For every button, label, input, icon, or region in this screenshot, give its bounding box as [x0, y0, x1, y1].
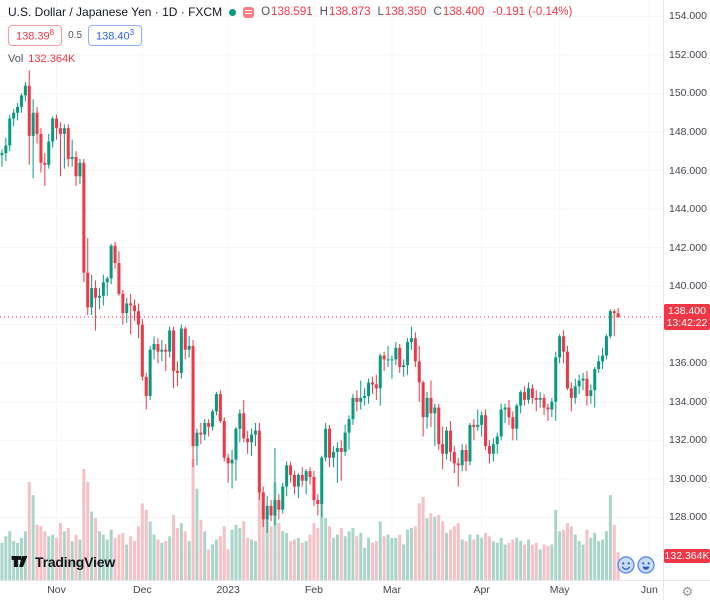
time-axis[interactable]: Nov Dec 2023 Feb Mar Apr May Jun — [0, 580, 663, 600]
buy-price-button[interactable]: 138.403 — [88, 25, 143, 46]
price-tick-label: 154.000 — [669, 10, 707, 23]
open-label: O — [261, 6, 271, 18]
last-price-label: 138.400 — [668, 304, 706, 317]
volume-legend-label: Vol — [8, 52, 24, 65]
last-price-badge: 138.400 13:42:22 — [664, 303, 710, 330]
time-tick-label: Mar — [382, 584, 401, 596]
volume-legend-value: 132.364K — [28, 52, 76, 65]
sell-price-button[interactable]: 138.398 — [8, 25, 63, 46]
open-value: 138.591 — [271, 6, 313, 18]
price-tick-label: 146.000 — [669, 164, 707, 177]
emoji-face-icon-2[interactable] — [637, 556, 655, 574]
emoji-face-icon-1[interactable] — [617, 556, 635, 574]
symbol-title[interactable]: U.S. Dollar / Japanese Yen · 1D · FXCM — [8, 5, 223, 19]
time-tick-label: Apr — [473, 584, 490, 596]
spread-value: 0.5 — [68, 29, 83, 41]
time-tick-label: 2023 — [216, 584, 240, 596]
low-label: L — [377, 6, 384, 18]
close-label: C — [433, 6, 442, 18]
tradingview-logo-text: TradingView — [35, 553, 116, 570]
bar-countdown: 13:42:22 — [666, 316, 708, 329]
price-tick-label: 130.000 — [669, 472, 707, 485]
price-tick-label: 142.000 — [669, 241, 707, 254]
tradingview-logo-icon — [11, 555, 28, 568]
price-axis[interactable]: 154.000 152.000 150.000 148.000 146.000 144.0… — [663, 0, 710, 580]
price-tick-label: 144.000 — [669, 203, 707, 216]
axis-corner: ⚙ — [663, 580, 710, 600]
chart-legend: U.S. Dollar / Japanese Yen · 1D · FXCM O… — [8, 5, 572, 65]
ohlc-values: O138.591 H138.873 L138.350 C138.400 -0.1… — [261, 6, 572, 18]
legend-menu-icon[interactable] — [243, 6, 255, 18]
emoji-stickers — [615, 556, 655, 574]
candlestick-chart[interactable] — [0, 0, 663, 580]
time-tick-label: Dec — [133, 584, 152, 596]
time-tick-label: May — [549, 584, 570, 596]
price-tick-label: 132.000 — [669, 434, 707, 447]
price-tick-label: 150.000 — [669, 87, 707, 100]
high-value: 138.873 — [328, 6, 371, 18]
price-tick-label: 128.000 — [669, 511, 707, 524]
price-tick-label: 140.000 — [669, 280, 707, 293]
change-value: -0.191 (-0.14%) — [492, 6, 573, 18]
axis-settings-gear-icon[interactable]: ⚙ — [681, 583, 694, 599]
price-tick-label: 134.000 — [669, 395, 707, 408]
time-tick-label: Feb — [304, 584, 323, 596]
price-tick-label: 136.000 — [669, 357, 707, 370]
price-tick-label: 148.000 — [669, 125, 707, 138]
market-status-icon — [229, 8, 237, 16]
chart-canvas[interactable] — [0, 0, 663, 580]
high-label: H — [319, 6, 328, 18]
low-value: 138.350 — [384, 6, 427, 18]
price-tick-label: 152.000 — [669, 48, 707, 61]
tradingview-logo[interactable]: TradingView — [10, 552, 115, 571]
close-value: 138.400 — [442, 6, 485, 18]
time-tick-label: Nov — [47, 584, 66, 596]
volume-axis-badge: 132.364K — [664, 549, 710, 563]
time-tick-label: Jun — [640, 584, 658, 596]
